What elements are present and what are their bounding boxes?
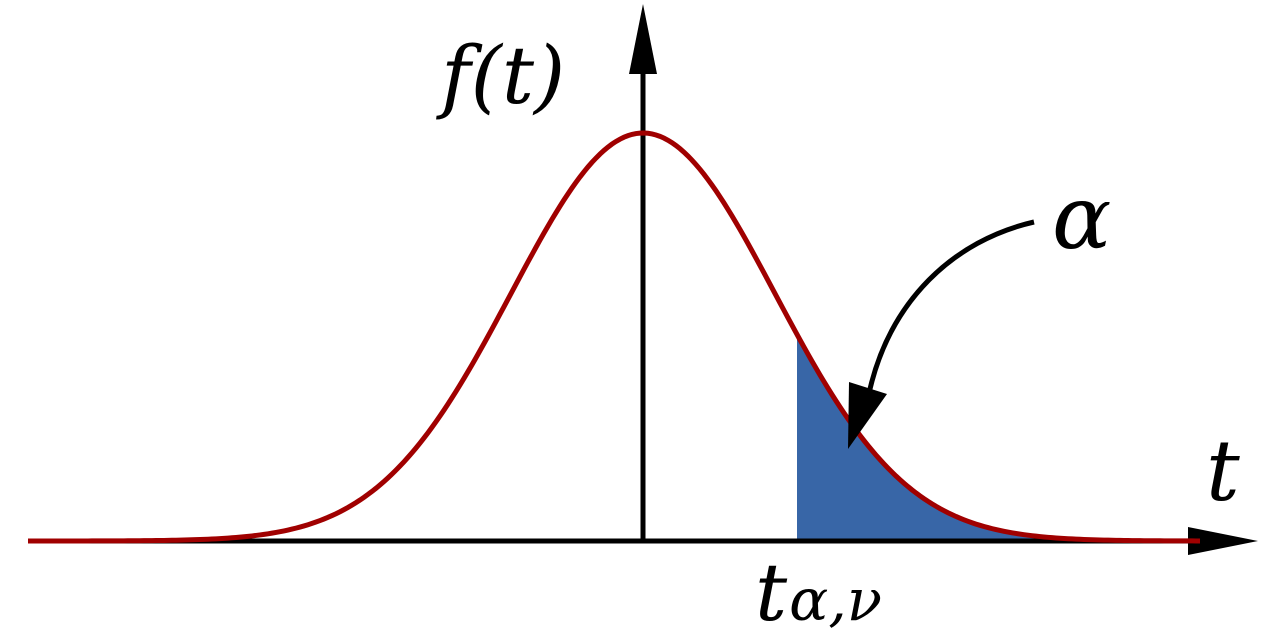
x-axis-arrowhead [1188, 527, 1258, 555]
density-curve [28, 130, 1200, 544]
x-axis-label: t [1206, 422, 1240, 520]
alpha-label: α [1052, 166, 1111, 269]
shaded-tail-area [797, 334, 1200, 541]
y-axis-label: f(t) [436, 29, 565, 122]
critical-value-main: t [755, 546, 788, 639]
critical-value-label: tα,ν [755, 546, 882, 639]
alpha-pointer-arrowhead [848, 382, 887, 449]
critical-value-subscript: α,ν [789, 566, 882, 634]
alpha-pointer-arrow [865, 219, 1035, 399]
y-axis-arrowhead [629, 4, 657, 74]
